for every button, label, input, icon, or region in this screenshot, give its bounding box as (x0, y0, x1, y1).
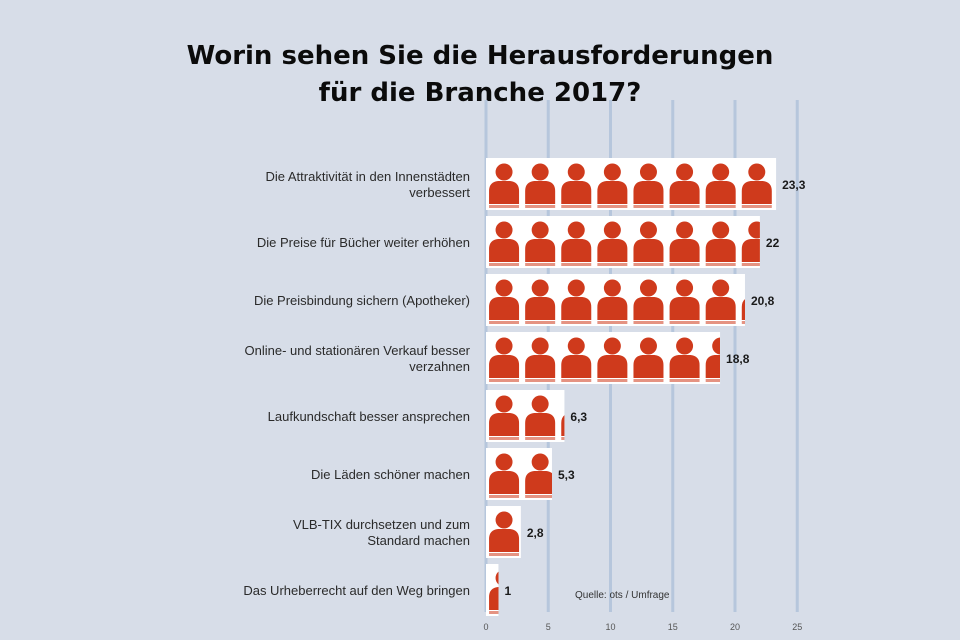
value-label: 1 (504, 584, 511, 598)
category-label-line: Laufkundschaft besser ansprechen (268, 409, 470, 424)
person-icon (489, 163, 520, 208)
x-tick-label: 0 (483, 622, 488, 632)
category-label: Die Läden schöner machen (311, 467, 470, 482)
value-label: 6,3 (570, 410, 587, 424)
person-icon (633, 337, 664, 382)
person-icon (633, 163, 664, 208)
person-icon (705, 221, 736, 266)
person-icon (489, 395, 520, 440)
x-tick-label: 5 (546, 622, 551, 632)
category-labels: Die Attraktivität in den Innenstädten ver… (243, 169, 470, 598)
person-icons (489, 511, 520, 556)
value-label: 23,3 (782, 178, 806, 192)
person-icons (489, 395, 565, 440)
x-tick-label: 25 (792, 622, 802, 632)
person-icon (669, 279, 700, 324)
category-label: Laufkundschaft besser ansprechen (268, 409, 470, 424)
person-icon (489, 279, 520, 324)
person-icon (597, 163, 628, 208)
person-icon (669, 221, 700, 266)
person-icon (525, 163, 556, 208)
chart-title: Worin sehen Sie die Herausforderungen fü… (160, 38, 800, 112)
person-icon (525, 221, 556, 266)
source-label: Quelle: ots / Umfrage (575, 590, 670, 601)
person-icon (561, 337, 592, 382)
person-icon (489, 511, 520, 556)
person-icon (561, 221, 592, 266)
value-label: 20,8 (751, 294, 775, 308)
bar (486, 274, 745, 326)
bar (486, 506, 521, 558)
person-icon (561, 415, 565, 440)
bar (486, 332, 721, 384)
bar (486, 448, 552, 500)
person-icons (489, 453, 552, 498)
person-icon (705, 279, 736, 324)
category-label: Das Urheberrecht auf den Weg bringen (243, 583, 470, 598)
person-icon (525, 395, 556, 440)
value-label: 2,8 (527, 526, 544, 540)
category-label: Online- und stationären Verkauf besser ve… (245, 343, 471, 374)
person-icon (489, 221, 520, 266)
bar (486, 564, 499, 616)
person-icons (489, 571, 499, 614)
value-labels: 23,3 22 20,8 18,8 6,3 5,3 2,8 1 (504, 178, 805, 598)
person-icon (597, 279, 628, 324)
person-icon (633, 279, 664, 324)
person-icon (741, 221, 760, 266)
person-icon (705, 337, 721, 382)
person-icons (489, 163, 772, 208)
x-tick-label: 20 (730, 622, 740, 632)
person-icon (525, 453, 552, 498)
value-label: 5,3 (558, 468, 575, 482)
category-label-line: Die Attraktivität in den Innenstädten (265, 169, 470, 184)
category-label: VLB-TIX durchsetzen und zum Standard mach… (293, 517, 470, 548)
person-icon (741, 163, 772, 208)
person-icon (705, 163, 736, 208)
category-label-line: verzahnen (409, 359, 470, 374)
person-icon (525, 337, 556, 382)
person-icon (525, 279, 556, 324)
category-label: Die Attraktivität in den Innenstädten ver… (265, 169, 470, 200)
person-icon (489, 571, 499, 614)
x-tick-label: 15 (668, 622, 678, 632)
category-label-line: Die Preise für Bücher weiter erhöhen (257, 235, 470, 250)
category-label-line: Die Läden schöner machen (311, 467, 470, 482)
category-label-line: verbessert (409, 185, 470, 200)
category-label-line: VLB-TIX durchsetzen und zum (293, 517, 470, 532)
person-icon (597, 337, 628, 382)
chart-title-line-2: für die Branche 2017? (318, 78, 642, 108)
bars (486, 158, 777, 616)
value-label: 22 (766, 236, 780, 250)
person-icon (633, 221, 664, 266)
category-label-line: Standard machen (367, 533, 470, 548)
person-icon (489, 453, 520, 498)
x-axis-ticks: 0 5 10 15 20 25 (483, 622, 802, 632)
person-icon (669, 163, 700, 208)
x-tick-label: 10 (605, 622, 615, 632)
person-icon (597, 221, 628, 266)
category-label-line: Die Preisbindung sichern (Apotheker) (254, 293, 470, 308)
person-icons (489, 279, 745, 324)
category-label: Die Preise für Bücher weiter erhöhen (257, 235, 470, 250)
bar (486, 158, 777, 210)
value-label: 18,8 (726, 352, 750, 366)
person-icon (561, 279, 592, 324)
person-icons (489, 337, 721, 382)
category-label-line: Online- und stationären Verkauf besser (245, 343, 471, 358)
chart-title-line-1: Worin sehen Sie die Herausforderungen (186, 41, 774, 71)
person-icon (669, 337, 700, 382)
person-icons (489, 221, 760, 266)
person-icon (741, 299, 745, 324)
bar (486, 216, 760, 268)
category-label: Die Preisbindung sichern (Apotheker) (254, 293, 470, 308)
bar (486, 390, 565, 442)
person-icon (561, 163, 592, 208)
category-label-line: Das Urheberrecht auf den Weg bringen (243, 583, 470, 598)
person-icon (489, 337, 520, 382)
